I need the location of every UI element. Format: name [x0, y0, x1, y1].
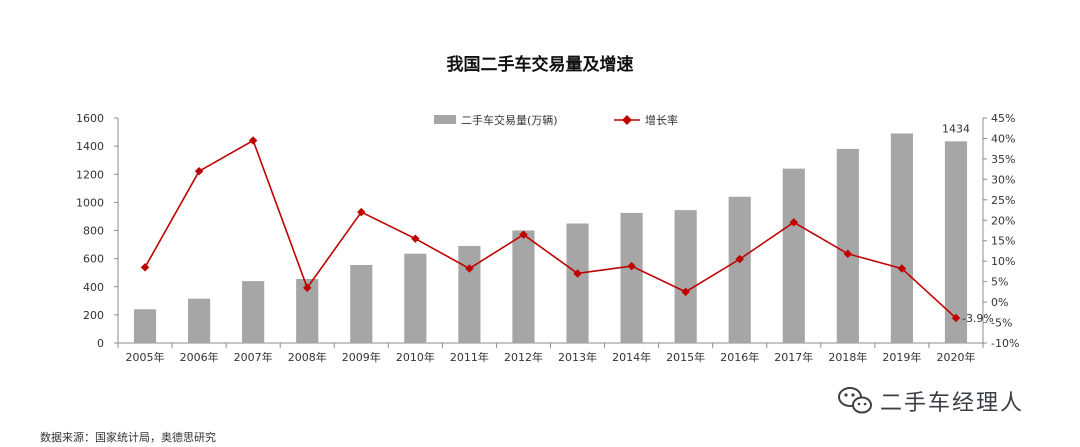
y-right-tick-label: -5% — [991, 317, 1012, 330]
y-right-tick-label: 30% — [991, 173, 1015, 186]
x-tick-label: 2020年 — [936, 350, 975, 364]
legend-line-marker — [622, 115, 632, 125]
x-tick-label: 2008年 — [288, 350, 327, 364]
x-tick-label: 2016年 — [720, 350, 759, 364]
growth-point — [681, 287, 690, 297]
bar — [782, 168, 805, 343]
x-tick-label: 2013年 — [558, 350, 597, 364]
bar — [620, 212, 643, 343]
y-right-tick-label: 0% — [991, 296, 1008, 309]
chart-title: 我国二手车交易量及增速 — [447, 54, 634, 75]
legend-bar-label: 二手车交易量(万辆) — [461, 113, 558, 127]
growth-point — [248, 136, 258, 145]
y-left-tick-label: 800 — [83, 225, 104, 238]
legend: 二手车交易量(万辆) 增长率 — [434, 113, 678, 127]
bar — [188, 298, 211, 343]
x-tick-label: 2018年 — [828, 350, 867, 364]
y-left-tick-label: 0 — [97, 337, 104, 350]
bar — [133, 309, 157, 343]
growth-point — [627, 261, 636, 271]
y-left-tick-label: 1400 — [76, 140, 104, 153]
x-tick-label: 2017年 — [774, 350, 813, 364]
x-tick-label: 2006年 — [180, 350, 219, 364]
x-tick-label: 2015年 — [666, 350, 705, 364]
y-right-tick-label: 10% — [991, 255, 1015, 268]
y-right-tick-label: 35% — [991, 153, 1015, 166]
y-left-tick-label: 1000 — [76, 196, 104, 209]
legend-line-label: 增长率 — [645, 113, 678, 127]
growth-point — [465, 264, 474, 273]
y-left-tick-label: 1600 — [76, 112, 104, 125]
bar — [242, 281, 265, 343]
y-right-tick-label: 20% — [991, 214, 1015, 227]
source-note: 数据来源：国家统计局，奥德思研究 — [40, 430, 216, 444]
bar — [458, 245, 481, 343]
y-left-tick-label: 600 — [83, 253, 104, 266]
bar — [566, 223, 589, 343]
growth-point — [140, 263, 150, 272]
wechat-icon — [838, 387, 872, 414]
growth-point — [302, 283, 312, 293]
watermark-text: 二手车经理人 — [880, 391, 1024, 416]
x-tick-label: 2014年 — [612, 350, 651, 364]
axes: 0 200 400 600 800 1000 1200 1400 1600 -10% -5% 0% 5%… — [76, 112, 1019, 364]
x-tick-label: 2019年 — [882, 350, 921, 364]
y-right-tick-label: -10% — [991, 337, 1019, 350]
data-labels: 1434 -3.9% — [942, 122, 994, 325]
legend-bar-swatch — [434, 115, 456, 124]
x-tick-label: 2011年 — [450, 350, 489, 364]
bar — [296, 279, 319, 343]
y-left-tick-label: 400 — [83, 281, 104, 294]
watermark: 二手车经理人 — [838, 387, 1024, 416]
bar — [674, 210, 697, 343]
x-tick-label: 2005年 — [126, 350, 165, 364]
y-right-tick-label: 15% — [991, 235, 1015, 248]
growth-point — [357, 207, 366, 217]
growth-point — [897, 264, 907, 273]
growth-line — [140, 136, 961, 323]
growth-point — [573, 269, 582, 278]
y-right-tick-label: 25% — [991, 194, 1015, 207]
growth-point — [951, 313, 961, 323]
y-right-tick-label: 5% — [991, 276, 1008, 289]
y-left-tick-label: 1200 — [76, 168, 104, 181]
x-tick-label: 2012年 — [504, 350, 543, 364]
growth-line-path — [144, 139, 957, 319]
x-tick-label: 2009年 — [342, 350, 381, 364]
last-point-label: -3.9% — [962, 312, 994, 325]
bar — [890, 133, 913, 343]
bar — [728, 196, 751, 343]
bar — [836, 148, 859, 343]
growth-point — [735, 254, 744, 264]
y-right-tick-label: 45% — [991, 112, 1015, 125]
growth-point — [411, 234, 420, 243]
growth-point — [194, 166, 204, 176]
y-left-tick-label: 200 — [83, 309, 104, 322]
x-tick-label: 2007年 — [234, 350, 273, 364]
bar — [944, 141, 968, 343]
bar — [512, 230, 535, 343]
y-right-tick-label: 40% — [991, 132, 1015, 145]
last-bar-label: 1434 — [942, 122, 970, 135]
bar — [404, 253, 427, 343]
x-tick-label: 2010年 — [396, 350, 435, 364]
bar — [350, 264, 373, 343]
bars — [133, 133, 968, 343]
